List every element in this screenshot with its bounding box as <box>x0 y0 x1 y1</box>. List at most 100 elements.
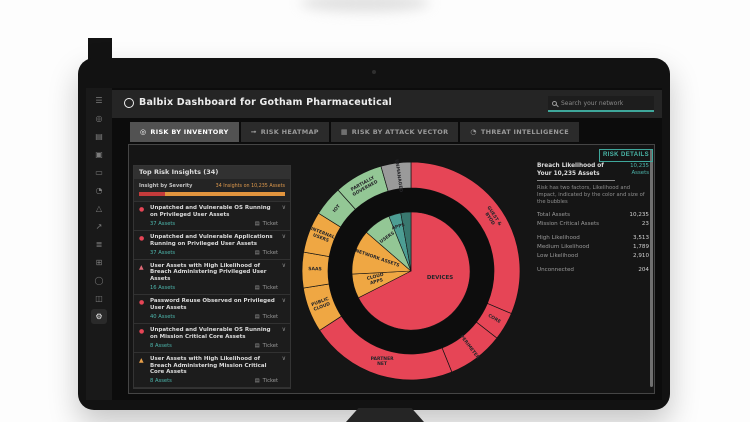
severity-dot-icon: ● <box>139 299 145 307</box>
sunburst-label: SAAS <box>308 266 322 272</box>
risk-details-button[interactable]: RISK DETAILS <box>599 149 653 162</box>
assets-link[interactable]: 37 Assets <box>150 220 176 227</box>
breach-stats: Total Assets 10,235 Mission Critical Asse… <box>537 212 649 273</box>
apps-icon[interactable]: ⊞ <box>95 258 103 267</box>
panel-scrollbar[interactable] <box>650 149 653 387</box>
top-bar: Balbix Dashboard for Gotham Pharmaceutic… <box>112 90 662 118</box>
chevron-down-icon[interactable]: ∨ <box>281 297 286 305</box>
insight-row[interactable]: ▲ User Assets with High Likelihood of Br… <box>134 351 290 388</box>
dashboard-icon[interactable]: ◎ <box>95 114 103 123</box>
chevron-down-icon[interactable]: ∨ <box>281 325 286 333</box>
storage-icon[interactable]: ◫ <box>95 294 103 303</box>
alerts-icon[interactable]: △ <box>95 204 103 213</box>
left-icon-rail: ☰ ◎ ▤ ▣ ▭ ◔ △ ↗ ≣ ⊞ ◯ ◫ ⚙ <box>86 88 112 400</box>
stat-row: Medium Likelihood 1,789 <box>537 244 649 251</box>
ticket-icon: ▤ <box>254 285 260 292</box>
breach-description: Risk has two factors, Likelihood and Imp… <box>537 185 645 206</box>
assets-link[interactable]: 37 Assets <box>150 249 176 256</box>
insight-title: User Assets with High Likelihood of Brea… <box>150 262 267 283</box>
assets-link[interactable]: 40 Assets <box>150 313 176 320</box>
search-box[interactable] <box>548 96 654 112</box>
insight-row[interactable]: ● Unpatched and Vulnerable Applications … <box>134 229 290 259</box>
insight-title: User Assets with High Likelihood of Brea… <box>150 355 267 376</box>
media-icon[interactable]: ▣ <box>95 150 103 159</box>
ticket-action[interactable]: ▤ Ticket <box>254 285 278 292</box>
background-smudge <box>300 0 430 12</box>
ticket-icon: ▤ <box>254 220 260 227</box>
ticket-icon: ▤ <box>254 313 260 320</box>
sunburst-label: CLOUDAPPS <box>366 272 386 287</box>
status-icon[interactable]: ◯ <box>94 276 104 285</box>
insight-title: Password Reuse Observed on Privileged Us… <box>150 298 275 311</box>
chevron-down-icon[interactable]: ∨ <box>281 261 286 269</box>
chevron-down-icon[interactable]: ∨ <box>281 204 286 211</box>
attack-vector-tab-icon: ▦ <box>340 128 348 136</box>
tab-bar: ◎ RISK BY INVENTORY ➟ RISK HEATMAP ▦ RIS… <box>130 122 579 142</box>
list-icon[interactable]: ≣ <box>95 240 103 249</box>
breach-side-note: 10,235 Assets <box>630 163 649 176</box>
main-panel: GUEST &BYOD CORE PERIMETER PARTNER NET PUBLIC… <box>128 144 655 394</box>
ticket-icon: ▤ <box>254 249 260 256</box>
messages-icon[interactable]: ▭ <box>95 168 103 177</box>
history-icon[interactable]: ◔ <box>95 186 103 195</box>
tab-label: RISK BY INVENTORY <box>150 128 229 136</box>
severity-triangle-icon: ▲ <box>139 356 144 364</box>
insight-row[interactable]: ● Password Reuse Observed on Privileged … <box>134 294 290 323</box>
ticket-action[interactable]: ▤ Ticket <box>254 378 278 385</box>
top-risk-insights-panel: Top Risk Insights (34) Insight by Severi… <box>133 165 291 389</box>
ticket-icon: ▤ <box>254 378 260 385</box>
trends-icon[interactable]: ↗ <box>95 222 103 231</box>
stat-row: High Likelihood 3,513 <box>537 235 649 242</box>
tab-risk-by-inventory[interactable]: ◎ RISK BY INVENTORY <box>130 122 239 142</box>
menu-icon[interactable]: ☰ <box>95 96 103 105</box>
sunburst-label: DEVICES <box>427 275 453 281</box>
stat-row: Mission Critical Assets 23 <box>537 221 649 228</box>
assets-link[interactable]: 8 Assets <box>150 378 172 385</box>
tab-label: RISK HEATMAP <box>260 128 319 136</box>
insight-row[interactable]: ● Clients Using Weak or Moderate Passwor… <box>134 387 290 388</box>
severity-triangle-icon: ▲ <box>139 263 144 271</box>
insight-title: Unpatched and Vulnerable OS Running on M… <box>150 326 271 340</box>
chevron-down-icon[interactable]: ∨ <box>281 354 286 362</box>
ticket-action[interactable]: ▤ Ticket <box>254 220 278 227</box>
reports-icon[interactable]: ▤ <box>95 132 103 141</box>
insight-row[interactable]: ● Unpatched and Vulnerable OS Running on… <box>134 322 290 352</box>
sunburst-inner-segment[interactable] <box>400 211 412 272</box>
tab-risk-by-attack-vector[interactable]: ▦ RISK BY ATTACK VECTOR <box>330 122 459 142</box>
threat-intel-tab-icon: ◔ <box>470 128 477 136</box>
ticket-icon: ▤ <box>254 342 260 349</box>
heatmap-tab-icon: ➟ <box>250 128 257 136</box>
tab-label: THREAT INTELLIGENCE <box>480 128 569 136</box>
webcam-dot <box>372 70 376 74</box>
insight-row[interactable]: ● Unpatched and Vulnerable OS Running on… <box>134 201 290 230</box>
insights-panel-title: Top Risk Insights (34) <box>134 166 290 179</box>
settings-gear-icon[interactable]: ⚙ <box>91 309 107 324</box>
assets-link[interactable]: 8 Assets <box>150 342 172 349</box>
stat-row: Total Assets 10,235 <box>537 212 649 219</box>
brand: Balbix Dashboard for Gotham Pharmaceutic… <box>124 97 392 108</box>
insight-title: Unpatched and Vulnerable OS Running on P… <box>150 205 271 218</box>
sunburst-label: UNMANAGED <box>393 159 404 193</box>
severity-dot-icon: ● <box>139 234 145 242</box>
ticket-action[interactable]: ▤ Ticket <box>254 249 278 256</box>
sunburst-inner-segment[interactable] <box>358 211 471 331</box>
severity-dot-icon: ● <box>139 327 145 335</box>
tab-risk-heatmap[interactable]: ➟ RISK HEATMAP <box>240 122 329 142</box>
search-input[interactable] <box>561 99 650 107</box>
monitor-stand <box>346 408 424 422</box>
stat-row: Unconnected 204 <box>537 267 649 274</box>
severity-bar-rest <box>165 192 285 196</box>
insight-row[interactable]: ▲ User Assets with High Likelihood of Br… <box>134 258 290 295</box>
insight-title: Unpatched and Vulnerable Applications Ru… <box>150 233 273 247</box>
ticket-action[interactable]: ▤ Ticket <box>254 313 278 320</box>
severity-summary: 34 Insights on 10,235 Assets <box>215 184 285 189</box>
sunburst-label: PARTNER NET <box>371 356 395 367</box>
tab-threat-intelligence[interactable]: ◔ THREAT INTELLIGENCE <box>460 122 579 142</box>
chevron-down-icon[interactable]: ∨ <box>281 232 286 240</box>
balbix-logo-icon <box>124 97 134 108</box>
ticket-action[interactable]: ▤ Ticket <box>254 342 278 349</box>
insight-severity-block: Insight by Severity 34 Insights on 10,23… <box>134 179 290 201</box>
assets-link[interactable]: 16 Assets <box>150 285 176 292</box>
page-title: Balbix Dashboard for Gotham Pharmaceutic… <box>139 97 393 108</box>
